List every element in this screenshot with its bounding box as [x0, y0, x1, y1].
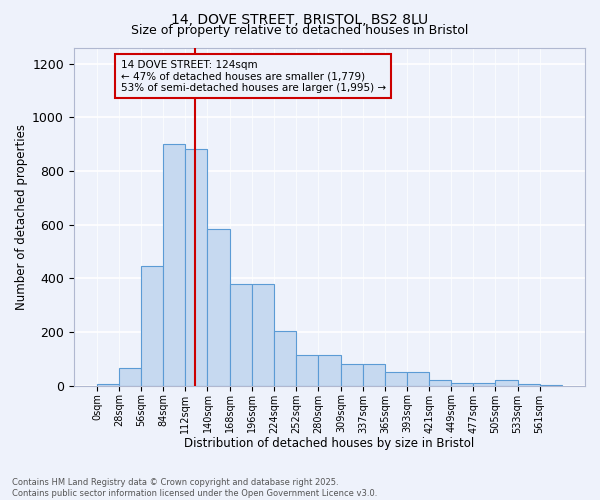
- Bar: [251, 284, 274, 386]
- Y-axis label: Number of detached properties: Number of detached properties: [15, 124, 28, 310]
- Bar: [141, 266, 163, 386]
- Bar: [230, 284, 251, 386]
- Bar: [451, 383, 473, 386]
- Bar: [473, 383, 496, 386]
- Bar: [296, 355, 318, 386]
- Bar: [518, 384, 539, 386]
- Bar: [407, 372, 429, 386]
- Bar: [318, 355, 341, 386]
- Bar: [274, 330, 296, 386]
- Bar: [119, 368, 141, 386]
- Text: Size of property relative to detached houses in Bristol: Size of property relative to detached ho…: [131, 24, 469, 37]
- Bar: [208, 228, 230, 386]
- Bar: [429, 380, 451, 386]
- X-axis label: Distribution of detached houses by size in Bristol: Distribution of detached houses by size …: [184, 437, 475, 450]
- Bar: [539, 385, 562, 386]
- Text: Contains HM Land Registry data © Crown copyright and database right 2025.
Contai: Contains HM Land Registry data © Crown c…: [12, 478, 377, 498]
- Bar: [185, 150, 208, 386]
- Bar: [163, 144, 185, 386]
- Bar: [363, 364, 385, 386]
- Text: 14, DOVE STREET, BRISTOL, BS2 8LU: 14, DOVE STREET, BRISTOL, BS2 8LU: [172, 12, 428, 26]
- Bar: [341, 364, 363, 386]
- Text: 14 DOVE STREET: 124sqm
← 47% of detached houses are smaller (1,779)
53% of semi-: 14 DOVE STREET: 124sqm ← 47% of detached…: [121, 60, 386, 93]
- Bar: [385, 372, 407, 386]
- Bar: [496, 380, 518, 386]
- Bar: [97, 384, 119, 386]
